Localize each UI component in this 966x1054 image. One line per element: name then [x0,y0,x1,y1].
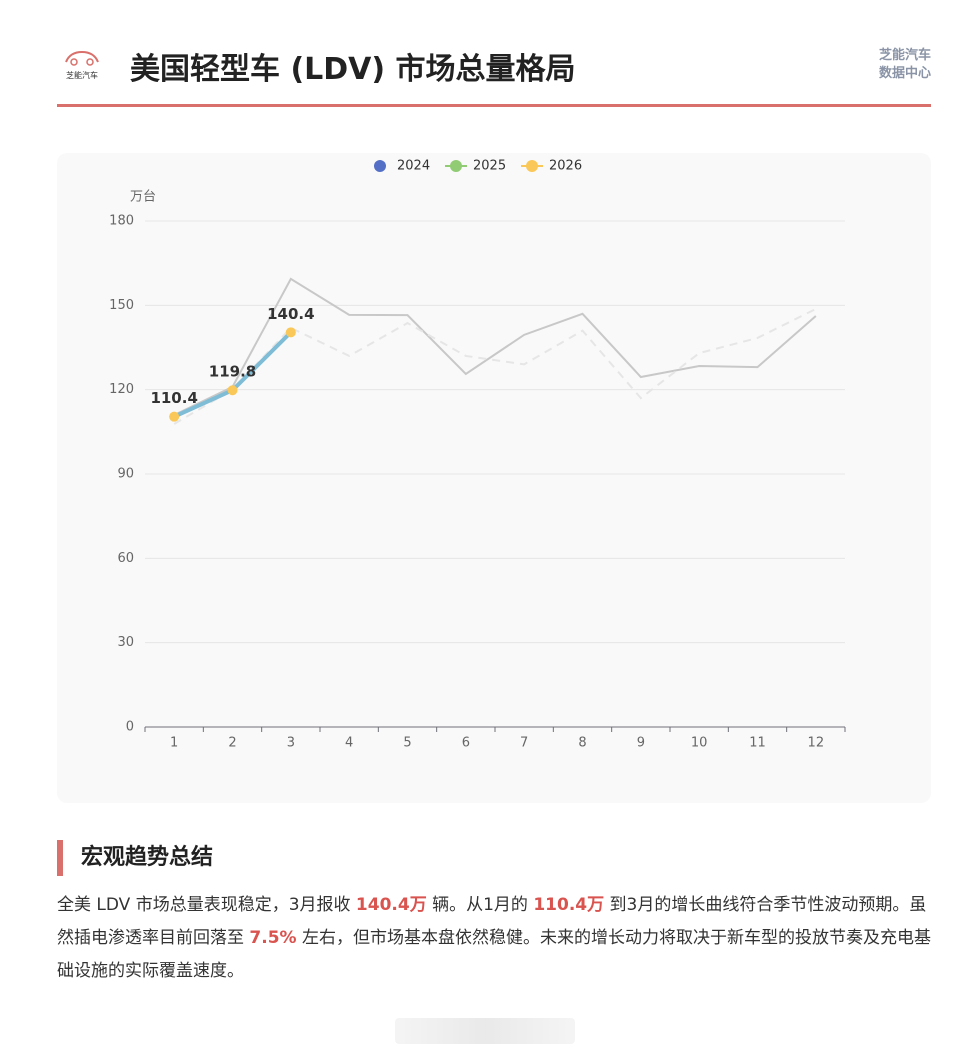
x-tick-label: 1 [170,736,178,751]
y-tick-label: 0 [126,720,134,735]
y-tick-label: 60 [117,551,134,566]
x-tick-label: 4 [345,736,353,751]
x-tick-label: 8 [578,736,586,751]
x-tick-label: 12 [808,736,825,751]
x-tick-label: 7 [520,736,528,751]
x-tick-label: 5 [403,736,411,751]
text: 辆。从1月的 [426,895,534,915]
y-tick-label: 30 [117,635,134,650]
legend-marker [374,160,386,172]
summary-text: 全美 LDV 市场总量表现稳定，3月报收 140.4万 辆。从1月的 110.4… [57,889,933,988]
x-tick-label: 10 [691,736,708,751]
legend-marker [450,160,462,172]
legend-label: 2024 [397,159,430,174]
highlight: 7.5% [249,928,297,948]
text: 左右，但市场基本盘依然稳健。未来的增长动力将取决于新车型的投放节奏及充电基础设施… [57,928,931,981]
footer-blur [395,1018,575,1044]
source-line: 数据中心 [878,66,931,81]
text: 到3月的增长曲线符合季节性波动预期。虽然插电渗透率目前回落至 [57,895,927,948]
data-point [227,385,238,396]
divider [57,104,931,107]
x-tick-label: 6 [462,736,470,751]
y-tick-label: 90 [117,467,134,482]
logo-text: 芝能汽车 [66,71,98,80]
y-tick-label: 120 [109,382,134,397]
highlight: 140.4万 [355,895,427,915]
source: 芝能汽车 数据中心 [879,47,931,83]
series-line [173,277,817,416]
title: 美国轻型车 (LDV) 市场总量格局 [130,52,576,87]
y-tick-label: 150 [109,298,134,313]
x-tick-label: 2 [228,736,236,751]
data-label: 110.4 [150,389,197,407]
source-line: 芝能汽车 [878,48,931,63]
data-point [285,327,296,338]
data-label: 140.4 [267,305,314,323]
x-tick-label: 9 [637,736,645,751]
section-heading: 宏观趋势总结 [57,840,213,876]
logo: 芝能汽车 [62,48,102,81]
legend-label: 2026 [549,159,582,174]
logo-icon [65,50,99,66]
y-tick-label: 180 [109,214,134,229]
x-tick-label: 3 [287,736,295,751]
chart-panel [57,153,931,803]
y-unit: 万台 [130,190,156,205]
legend-marker [526,160,538,172]
data-label: 119.8 [209,363,256,381]
series-line [173,308,817,425]
x-tick-label: 11 [749,736,766,751]
legend-label: 2025 [473,159,506,174]
text: 全美 LDV 市场总量表现稳定，3月报收 [57,895,356,915]
highlight: 110.4万 [533,895,605,915]
data-point [169,411,180,422]
